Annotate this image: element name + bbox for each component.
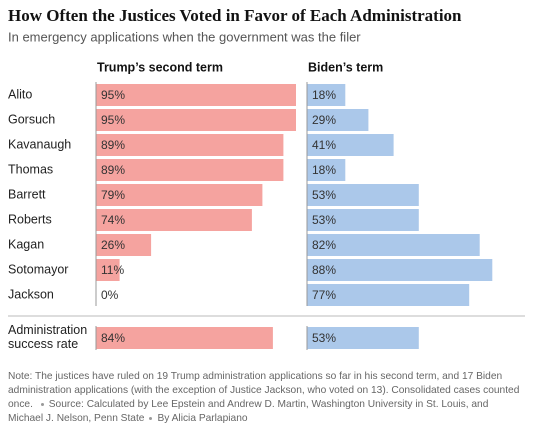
value-label: 53% (312, 331, 336, 345)
value-label: 18% (312, 163, 336, 177)
category-label: Thomas (8, 162, 53, 176)
series-header: Trump’s second term (97, 60, 223, 74)
bar (307, 109, 369, 131)
value-label: 95% (101, 88, 125, 102)
chart-subtitle: In emergency applications when the gover… (8, 29, 361, 44)
bar (96, 134, 284, 156)
bar (96, 209, 252, 231)
category-label: Roberts (8, 212, 52, 226)
value-label: 53% (312, 188, 336, 202)
bar (307, 84, 346, 106)
category-label: Barrett (8, 187, 46, 201)
bar (307, 234, 480, 256)
bar (307, 327, 419, 349)
value-label: 77% (312, 288, 336, 302)
note: Note: The justices have ruled on 19 Trum… (8, 370, 523, 426)
label-line: success rate (8, 337, 78, 351)
category-label: Administration success rate (8, 323, 87, 351)
bar (96, 327, 273, 349)
value-label: 0% (101, 288, 119, 302)
bar (307, 259, 493, 281)
value-label: 41% (312, 138, 336, 152)
bar (307, 284, 470, 306)
value-label: 88% (312, 263, 336, 277)
category-label: Gorsuch (8, 112, 55, 126)
value-label: 18% (312, 88, 336, 102)
label-line: Administration (8, 323, 87, 337)
bar (96, 84, 296, 106)
value-label: 82% (312, 238, 336, 252)
bar (96, 109, 296, 131)
value-label: 79% (101, 188, 125, 202)
bar (307, 184, 419, 206)
note-text: Note: The justices have ruled on 19 Trum… (8, 371, 520, 410)
value-label: 11% (101, 263, 124, 277)
value-label: 95% (101, 113, 125, 127)
bar (96, 159, 284, 181)
bar (307, 134, 394, 156)
bar (96, 234, 152, 256)
series-header: Biden’s term (308, 60, 383, 74)
category-label: Alito (8, 87, 32, 101)
bar (96, 259, 120, 281)
value-label: 26% (101, 238, 125, 252)
source: Source: Calculated by Lee Epstein and An… (8, 399, 489, 424)
value-label: 74% (101, 213, 125, 227)
value-label: 29% (312, 113, 336, 127)
chart-title: How Often the Justices Voted in Favor of… (8, 6, 462, 25)
category-label: Kagan (8, 237, 44, 251)
chart: How Often the Justices Voted in Favor of… (8, 6, 525, 351)
value-label: 84% (101, 331, 125, 345)
category-label: Kavanaugh (8, 137, 71, 151)
value-label: 89% (101, 163, 125, 177)
value-label: 89% (101, 138, 125, 152)
category-label: Sotomayor (8, 262, 68, 276)
byline: By Alicia Parlapiano (157, 413, 248, 424)
category-label: Jackson (8, 287, 54, 301)
bar (307, 209, 419, 231)
value-label: 53% (312, 213, 336, 227)
bar (307, 159, 346, 181)
bar (96, 184, 263, 206)
